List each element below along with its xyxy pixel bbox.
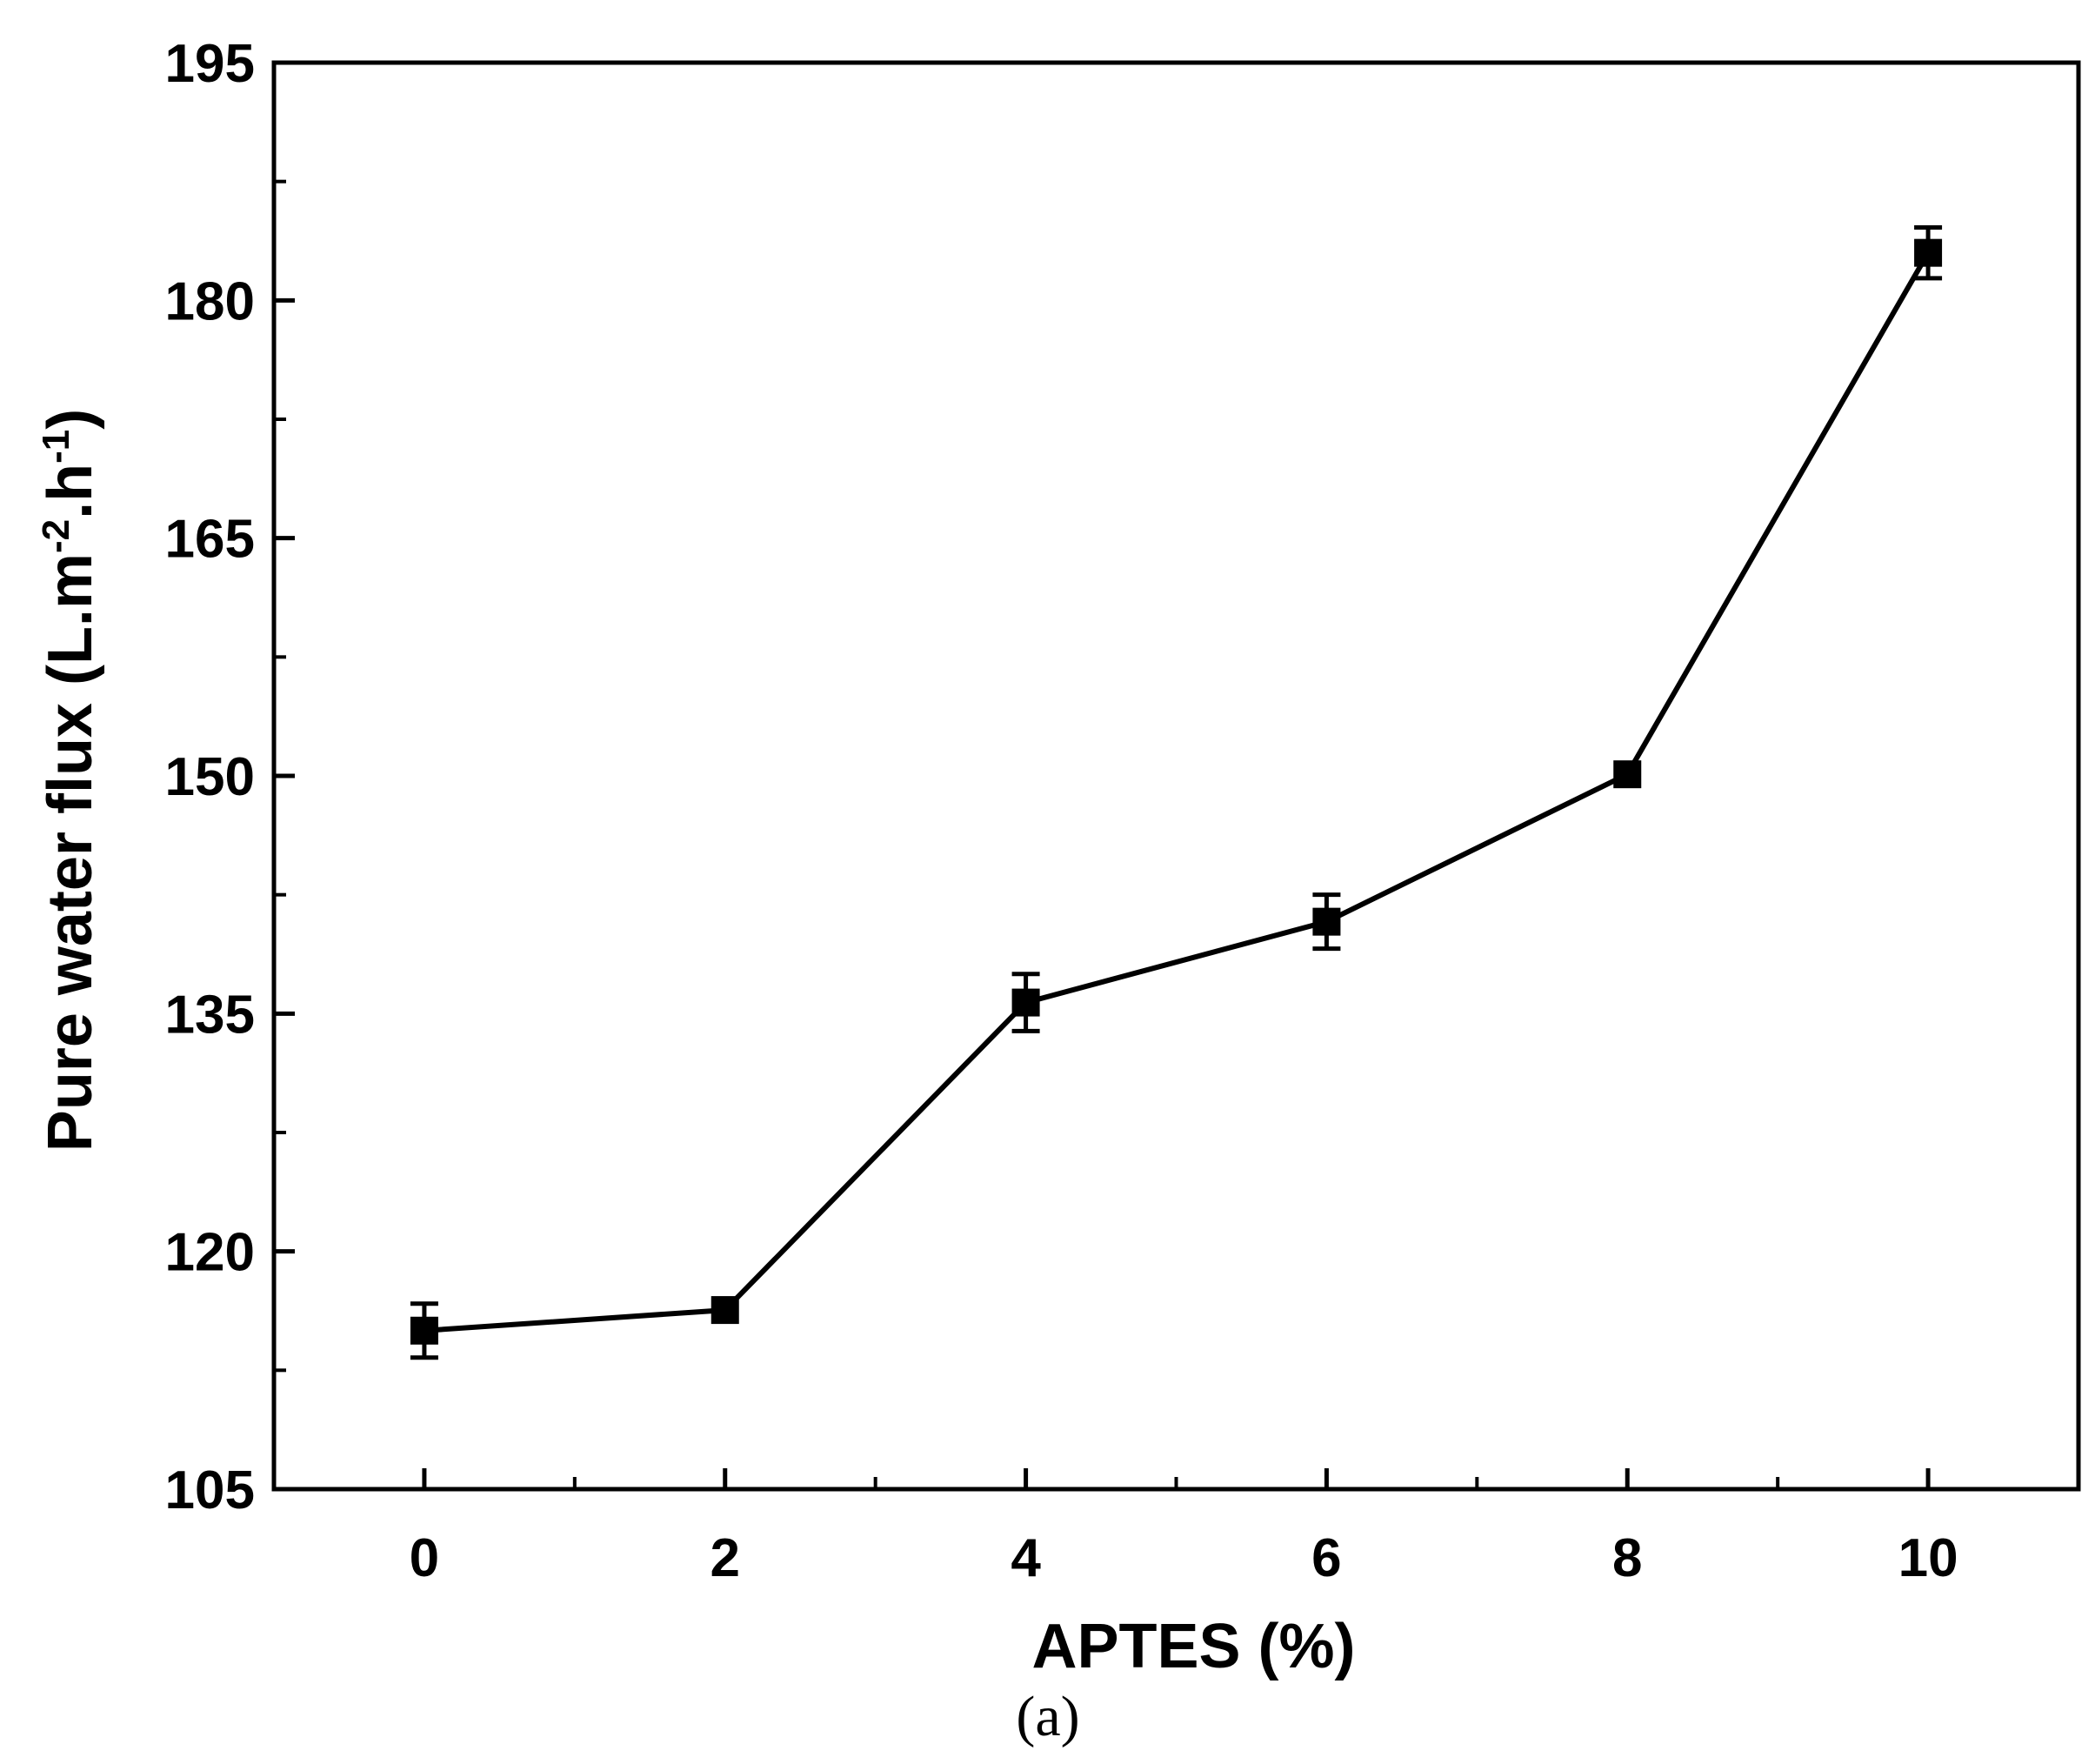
y-axis-title: Pure water flux (L.m-2.h-1) <box>35 409 105 1152</box>
plot-frame <box>271 60 2081 1492</box>
y-axis-title-end: ) <box>36 409 105 430</box>
x-tick-label: 2 <box>711 1528 740 1588</box>
data-point <box>1613 760 1642 789</box>
y-tick-label: 180 <box>165 271 255 331</box>
figure-caption: (a) <box>1016 1685 1079 1748</box>
y-tick-label: 135 <box>165 985 255 1045</box>
y-axis-title-main: Pure water flux (L.m <box>36 553 105 1152</box>
x-tick-label: 4 <box>1011 1528 1041 1588</box>
x-tick-label: 0 <box>410 1528 439 1588</box>
data-point <box>711 1296 739 1325</box>
series-group <box>410 225 1943 1360</box>
y-axis-title-mid: .h <box>36 464 105 519</box>
data-point <box>1011 988 1040 1017</box>
x-tick-label: 10 <box>1898 1528 1958 1588</box>
x-tick-label: 6 <box>1311 1528 1341 1588</box>
x-tick-label: 8 <box>1612 1528 1642 1588</box>
x-axis-title: APTES (%) <box>1031 1612 1355 1681</box>
data-point <box>410 1316 438 1345</box>
data-point <box>1914 238 1943 267</box>
ticks-group: 0 2 4 6 8 10 105 120 135 150 165 180 195 <box>165 34 1958 1588</box>
y-tick-label: 120 <box>165 1223 255 1283</box>
y-axis-title-superscript-1: -2 <box>35 519 77 553</box>
labels-group: APTES (%) Pure water flux (L.m-2.h-1) (a… <box>35 409 1356 1748</box>
y-tick-label: 165 <box>165 510 255 570</box>
y-tick-label: 195 <box>165 34 255 94</box>
data-point <box>1312 907 1341 936</box>
y-tick-label: 105 <box>165 1460 255 1520</box>
y-tick-label: 150 <box>165 747 255 807</box>
series-line <box>424 251 1931 1333</box>
y-axis-title-superscript-2: -1 <box>35 430 77 464</box>
axes-group <box>271 60 2081 1492</box>
